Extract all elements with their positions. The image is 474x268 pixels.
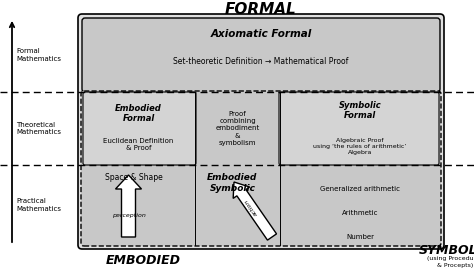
Text: Algebraic Proof
using ‘the rules of arithmetic’
Algebra: Algebraic Proof using ‘the rules of arit… <box>313 138 407 155</box>
Text: perception: perception <box>111 213 146 218</box>
Text: Axiomatic Formal: Axiomatic Formal <box>210 29 311 39</box>
Text: Set-theoretic Definition → Mathematical Proof: Set-theoretic Definition → Mathematical … <box>173 58 349 66</box>
FancyBboxPatch shape <box>81 91 441 246</box>
Text: Symbolic
Formal: Symbolic Formal <box>338 101 382 120</box>
FancyBboxPatch shape <box>279 92 439 165</box>
FancyBboxPatch shape <box>82 18 440 92</box>
Text: Euclidean Definition
& Proof: Euclidean Definition & Proof <box>103 138 173 151</box>
Text: SYMBOLIC: SYMBOLIC <box>419 244 474 258</box>
FancyBboxPatch shape <box>78 14 444 249</box>
Text: Formal
Mathematics: Formal Mathematics <box>16 48 61 62</box>
Text: Theoretical
Mathematics: Theoretical Mathematics <box>16 122 61 135</box>
Text: FORMAL: FORMAL <box>225 2 297 17</box>
Text: Generalized arithmetic

Arithmetic

Number: Generalized arithmetic Arithmetic Number <box>320 186 400 240</box>
Text: Practical
Mathematics: Practical Mathematics <box>16 198 61 212</box>
Text: (using Procedures
& Procepts): (using Procedures & Procepts) <box>427 256 474 268</box>
Text: Proof
combining
embodiment
&
symbolism: Proof combining embodiment & symbolism <box>215 110 260 147</box>
Text: EMBODIED: EMBODIED <box>106 254 181 266</box>
Text: action: action <box>244 197 259 216</box>
Text: Space & Shape: Space & Shape <box>105 173 163 181</box>
Text: Embodied
Formal: Embodied Formal <box>115 104 162 123</box>
Text: Embodied
Symbolic: Embodied Symbolic <box>207 173 258 193</box>
FancyBboxPatch shape <box>83 92 196 165</box>
FancyArrow shape <box>233 182 276 240</box>
FancyArrow shape <box>116 175 142 237</box>
